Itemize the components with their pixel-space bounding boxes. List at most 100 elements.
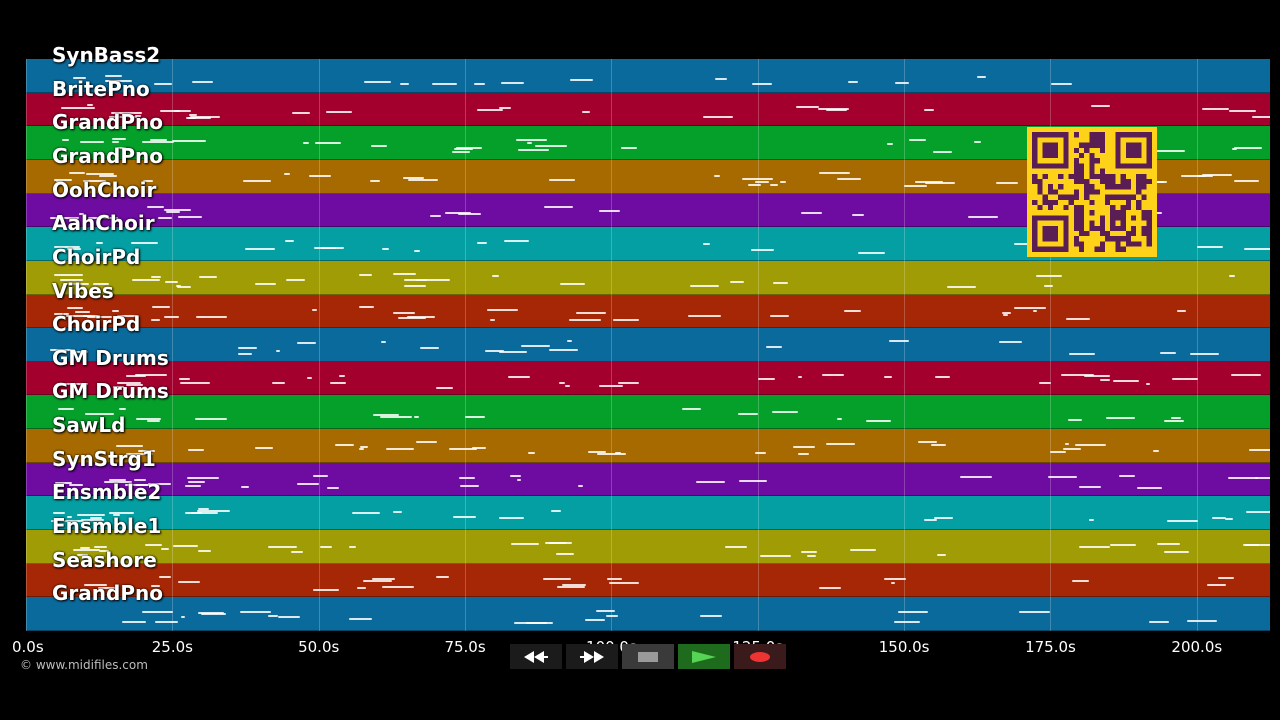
note-mark — [473, 82, 485, 85]
note-mark — [748, 184, 762, 187]
note-mark — [142, 610, 173, 613]
note-mark — [1013, 307, 1047, 310]
fast-forward-button[interactable] — [566, 644, 618, 669]
note-mark — [57, 408, 74, 411]
time-gridline — [611, 59, 613, 631]
track-label: GrandPno — [52, 581, 163, 606]
note-mark — [1190, 352, 1219, 355]
note-mark — [472, 446, 486, 449]
play-button[interactable] — [678, 644, 730, 669]
note-mark — [403, 176, 424, 179]
note-mark — [416, 440, 438, 443]
note-mark — [380, 415, 412, 418]
rewind-button[interactable] — [510, 644, 562, 669]
note-mark — [936, 553, 946, 556]
note-mark — [562, 584, 586, 587]
note-mark — [1075, 443, 1107, 446]
note-mark — [190, 511, 218, 514]
track-label: GM Drums — [52, 345, 169, 370]
stop-button[interactable] — [622, 644, 674, 669]
track-label: Vibes — [52, 278, 114, 303]
note-mark — [883, 577, 906, 580]
note-mark — [766, 345, 782, 348]
note-mark — [1233, 179, 1259, 182]
note-mark — [576, 311, 606, 314]
track-label: SynBass2 — [52, 43, 161, 67]
note-mark — [739, 479, 768, 482]
note-mark — [606, 615, 618, 618]
note-mark — [1137, 486, 1163, 489]
note-mark — [61, 107, 96, 110]
note-mark — [56, 180, 63, 183]
note-mark — [1207, 583, 1227, 586]
note-mark — [760, 554, 791, 557]
note-mark — [371, 144, 388, 147]
note-mark — [508, 375, 530, 378]
note-mark — [178, 216, 202, 219]
track-label: SawLd — [52, 413, 126, 438]
note-mark — [888, 340, 909, 343]
track-lane — [26, 597, 1270, 631]
note-mark — [1170, 417, 1181, 420]
note-mark — [109, 478, 127, 481]
note-mark — [321, 246, 344, 249]
note-mark — [1067, 419, 1082, 422]
note-mark — [413, 416, 419, 419]
track-label: AahChoir — [52, 211, 155, 236]
note-mark — [153, 83, 172, 86]
note-mark — [1231, 148, 1237, 151]
note-mark — [1032, 310, 1037, 313]
note-mark — [241, 486, 250, 489]
note-mark — [588, 450, 606, 453]
note-mark — [484, 349, 504, 352]
note-mark — [160, 109, 191, 112]
record-button[interactable] — [734, 644, 786, 669]
track-lane — [26, 462, 1270, 497]
note-mark — [458, 213, 482, 216]
note-mark — [770, 184, 779, 187]
note-mark — [934, 516, 953, 519]
note-mark — [275, 350, 281, 353]
note-mark — [615, 452, 622, 455]
time-gridline — [1050, 59, 1052, 631]
note-mark — [1018, 610, 1050, 613]
note-mark — [924, 108, 935, 111]
track-lane — [26, 260, 1270, 295]
note-mark — [431, 83, 457, 86]
note-mark — [188, 116, 212, 119]
note-mark — [436, 386, 453, 389]
note-mark — [1050, 451, 1066, 454]
note-mark — [1252, 116, 1270, 119]
note-mark — [381, 341, 387, 344]
note-mark — [373, 413, 399, 416]
note-mark — [144, 544, 162, 547]
note-mark — [752, 83, 772, 86]
note-mark — [750, 248, 774, 251]
note-mark — [866, 419, 891, 422]
note-mark — [444, 212, 472, 215]
note-mark — [702, 116, 734, 118]
note-mark — [1002, 311, 1012, 314]
note-mark — [451, 151, 471, 154]
note-mark — [436, 575, 449, 578]
note-mark — [385, 448, 414, 451]
note-mark — [925, 182, 956, 185]
note-mark — [773, 282, 788, 285]
note-mark — [147, 419, 160, 422]
note-mark — [115, 444, 143, 447]
note-mark — [103, 481, 132, 484]
note-mark — [1229, 110, 1257, 113]
note-mark — [511, 542, 539, 545]
note-mark — [334, 443, 354, 446]
note-mark — [490, 318, 495, 321]
note-mark — [724, 545, 748, 548]
time-gridline — [757, 59, 759, 631]
note-mark — [86, 316, 113, 319]
note-mark — [825, 442, 856, 445]
note-mark — [285, 239, 294, 242]
note-mark — [97, 586, 116, 589]
note-mark — [187, 448, 204, 451]
note-mark — [510, 474, 521, 477]
note-mark — [548, 348, 579, 351]
note-mark — [54, 349, 76, 352]
